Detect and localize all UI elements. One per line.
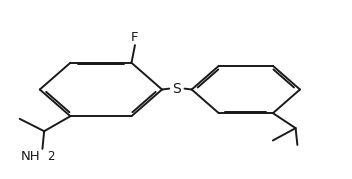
- Text: 2: 2: [48, 150, 55, 163]
- Text: S: S: [172, 82, 181, 96]
- Text: F: F: [131, 31, 139, 44]
- Text: NH: NH: [21, 150, 41, 163]
